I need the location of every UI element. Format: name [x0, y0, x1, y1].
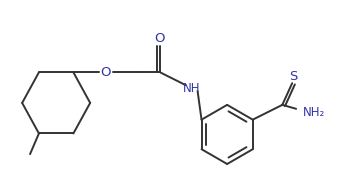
- Text: NH: NH: [183, 82, 200, 95]
- Text: NH₂: NH₂: [303, 106, 325, 119]
- Text: O: O: [101, 66, 111, 79]
- Text: O: O: [154, 32, 164, 45]
- Text: S: S: [289, 70, 297, 83]
